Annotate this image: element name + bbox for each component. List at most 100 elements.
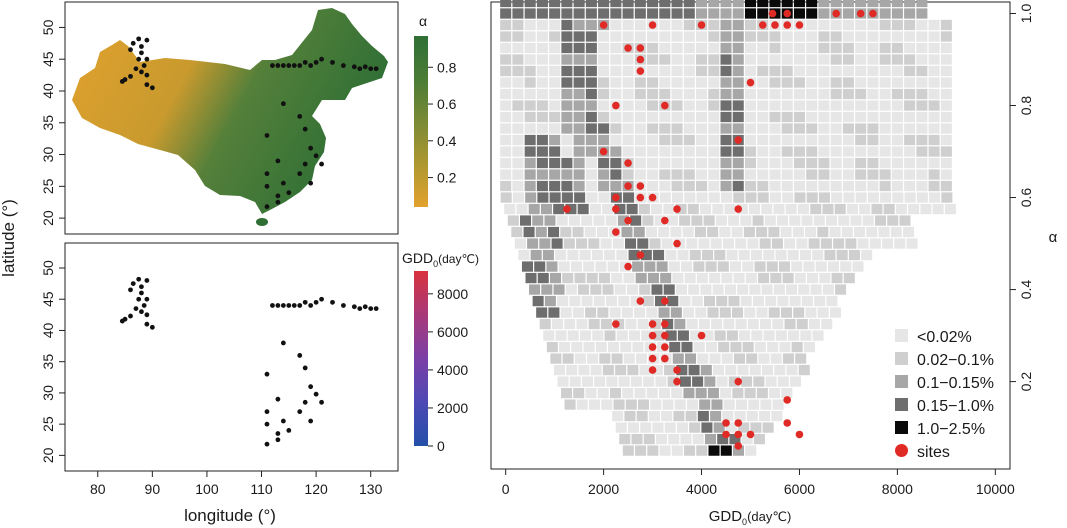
heatmap-cell [598,65,610,77]
site-marker [612,320,620,328]
latitude-tick-label: 45 [40,291,56,307]
heatmap-cell [928,42,940,54]
heatmap-cell [610,134,622,146]
heatmap-cell [827,261,840,272]
heatmap-cell [732,169,744,180]
heatmap-cell [610,65,622,77]
heatmap-cell [696,54,708,65]
heatmap-cell [732,180,744,192]
heatmap-cell [916,157,928,169]
heatmap-cell [741,376,753,387]
heatmap-cell [568,215,581,226]
heatmap-cell [722,238,734,249]
heatmap-cell [659,19,671,31]
heatmap-cell [585,65,597,77]
heatmap-cell [904,65,916,77]
site-marker [648,193,657,202]
heatmap-x-ticks: 0 2000 4000 6000 8000 10000 [502,469,1015,497]
map-site-dot [286,427,292,433]
heatmap-cell [500,19,512,31]
site-marker [599,147,608,156]
map-site-dot [130,281,136,287]
heatmap-cell [686,238,698,249]
heatmap-cell [810,203,822,215]
site-marker [758,21,767,29]
site-marker [673,366,681,374]
heatmap-cell [659,146,671,157]
alpha-colorbar-ticks: 0.2 0.4 0.6 0.8 [428,59,457,186]
heatmap-cell [628,249,640,261]
heatmap-cell [940,134,952,146]
heatmap-cell [670,226,682,238]
heatmap-cell [798,364,810,376]
heatmap-cell [585,100,597,111]
heatmap-cell [746,410,758,422]
heatmap-cell [770,353,782,364]
heatmap-cell [536,307,548,318]
heatmap-cell [793,180,805,192]
heatmap-cell [634,111,646,123]
heatmap-cell [610,8,622,19]
gdd-colorbar-ticks: 0 2000 4000 6000 8000 [428,286,468,454]
heatmap-cell [669,341,681,353]
heatmap-cell [812,330,824,341]
site-marker [673,377,681,386]
heatmap-cell [824,249,836,261]
heatmap-cell [683,157,695,169]
heatmap-cell [670,307,682,318]
heatmap-cell [891,19,903,31]
heatmap-cell [512,42,524,54]
heatmap-cell [561,88,573,100]
heatmap-cell [661,410,673,422]
heatmap-cell [817,307,829,318]
heatmap-cell [940,54,952,65]
heatmap-cell [524,31,536,42]
heatmap-cell [708,100,720,111]
heatmap-cell [590,364,602,376]
latitude-tick-label: 25 [40,178,56,194]
map-site-dot [264,371,270,377]
heatmap-cell [683,0,695,8]
heatmap-cell [622,0,634,8]
heatmap-cell [646,307,658,318]
heatmap-cell [818,100,830,111]
heatmap-cell [540,203,552,215]
site-marker [612,205,620,213]
heatmap-cell [611,272,623,284]
heatmap-cell [585,42,597,54]
heatmap-cell [759,238,771,249]
heatmap-cell [740,295,752,307]
heatmap-x-tick-label: 4000 [686,481,717,497]
heatmap-cell [904,88,916,100]
alpha-colorbar-tick-label: 0.2 [437,170,457,186]
heatmap-cell [663,203,675,215]
heatmap-cell [500,111,512,123]
heatmap-cell [806,134,818,146]
heatmap-cell [682,226,694,238]
heatmap-cell [744,65,757,77]
heatmap-cell [559,341,571,353]
map-site-dot [133,306,139,311]
legend-label: 0.1−0.15% [917,375,994,392]
heatmap-cell [792,226,804,238]
heatmap-cell [730,261,742,272]
map-site-dot [302,399,308,405]
heatmap-cell [855,169,867,180]
heatmap-cell [549,180,561,192]
heatmap-cell [708,31,720,42]
heatmap-cell [829,307,841,318]
heatmap-cell [718,341,730,353]
gdd-colorbar-title: GDD0(day℃) [402,250,479,269]
heatmap-cell [735,238,747,249]
heatmap-cell [696,445,708,456]
heatmap-cell [500,192,512,203]
heatmap-cell [781,146,793,157]
heatmap-cell [585,169,597,180]
heatmap-cell [928,77,940,88]
heatmap-cell [696,169,708,180]
heatmap-cell [786,364,798,376]
heatmap-cell [639,284,651,295]
heatmap-cell [916,31,928,42]
heatmap-cell [705,341,717,353]
